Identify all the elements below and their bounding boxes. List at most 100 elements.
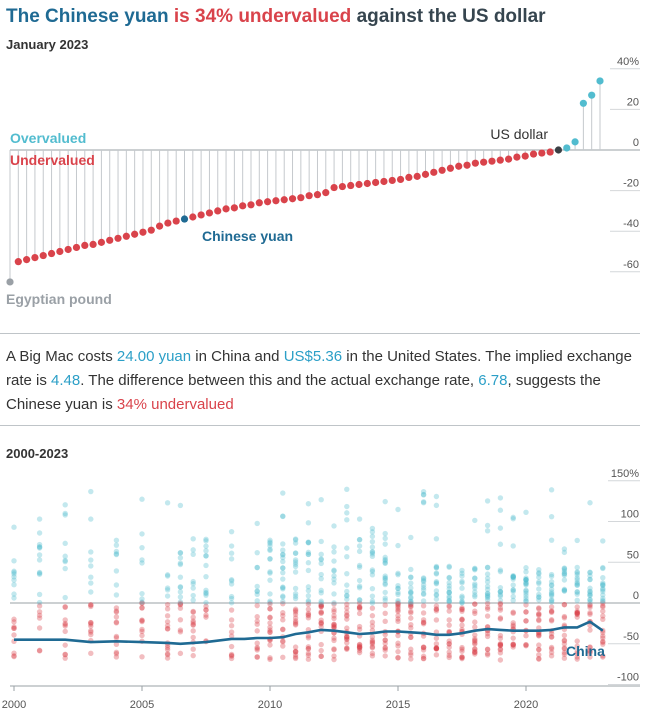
country-dot [472,637,478,644]
country-dot [164,500,171,506]
country-dot [521,152,529,160]
country-dot [433,571,440,577]
country-dot [139,600,145,606]
country-dot [472,593,478,600]
country-dot [113,620,120,626]
country-dot [510,644,516,650]
country-dot [292,649,299,655]
country-dot [484,498,491,504]
country-dot [523,642,529,648]
country-dot [254,654,260,660]
top-stems [9,80,601,282]
country-dot [356,643,363,649]
country-dot [139,628,145,635]
country-dot [267,555,273,562]
country-dot [587,576,593,583]
country-dot [382,535,388,542]
country-dot [561,602,568,608]
country-dot [561,613,568,620]
country-dot [510,587,516,593]
country-dot [433,578,440,585]
country-dot [446,589,452,596]
country-dot [305,584,312,590]
country-dot [395,591,401,598]
country-dot [11,625,17,632]
country-dot [62,512,68,518]
country-dot [408,580,414,586]
country-dot [292,590,299,597]
country-dot [408,646,414,652]
country-dot [203,612,209,618]
country-dot [408,652,414,658]
country-dot [420,488,427,495]
country-dot [113,551,120,558]
country-dot [318,621,324,627]
country-dot [472,567,478,573]
country-dot [446,583,452,589]
country-dot [420,633,427,639]
country-dot [459,654,465,660]
country-dot [62,623,68,629]
country-dot [331,637,337,644]
country-dot [408,603,414,609]
country-dot [344,640,350,646]
country-dot [344,636,350,642]
country-dot [408,604,414,610]
country-dot [484,652,491,658]
country-dot [11,632,17,638]
country-dot [459,654,465,660]
country-dot [305,501,312,507]
country-dot [292,557,299,563]
country-dot [190,621,196,628]
country-dot [11,574,17,580]
country-dot [228,593,235,600]
country-dot [228,655,235,662]
country-dot [484,594,491,601]
country-dot [587,602,593,609]
country-dot [344,486,350,492]
country-dot [228,556,235,562]
country-dot [267,591,273,597]
country-dot [344,588,350,595]
country-dot [122,232,130,240]
country-dot [497,616,504,622]
chinese-yuan-label: Chinese yuan [202,228,293,244]
country-dot [113,614,120,620]
country-dot [446,580,452,586]
country-dot [113,542,120,548]
country-dot [536,655,542,662]
top-y-tick-label: -40 [623,218,639,230]
country-dot [382,554,388,561]
chart-title: The Chinese yuan is 34% undervalued agai… [6,6,546,28]
country-dot [36,599,43,606]
country-dot [548,653,555,659]
country-dot [280,586,286,592]
country-dot [344,592,350,599]
country-dot [356,583,363,589]
country-dot [31,253,39,262]
country-dot [305,539,312,546]
country-dot [510,573,516,580]
country-dot [484,597,491,603]
country-dot [11,568,17,574]
country-dot [369,549,376,556]
country-dot [548,590,555,597]
country-dot [497,567,504,573]
country-dot [408,566,414,573]
country-dot [331,624,337,630]
country-dot [344,601,350,608]
country-dot [408,656,414,662]
country-dot [62,604,68,611]
country-dot [267,615,273,621]
country-dot [459,608,465,614]
country-dot [369,627,376,634]
country-dot [523,587,529,593]
country-dot [523,577,529,583]
country-dot [177,550,184,556]
country-dot [164,606,171,612]
country-dot [459,567,465,574]
country-dot [347,181,355,190]
history-chart: 150% 100 50 0 -50 -100 2000 2005 2010 2015 2020 C… [2,468,640,711]
country-dot [548,599,555,605]
country-dot [596,77,604,85]
